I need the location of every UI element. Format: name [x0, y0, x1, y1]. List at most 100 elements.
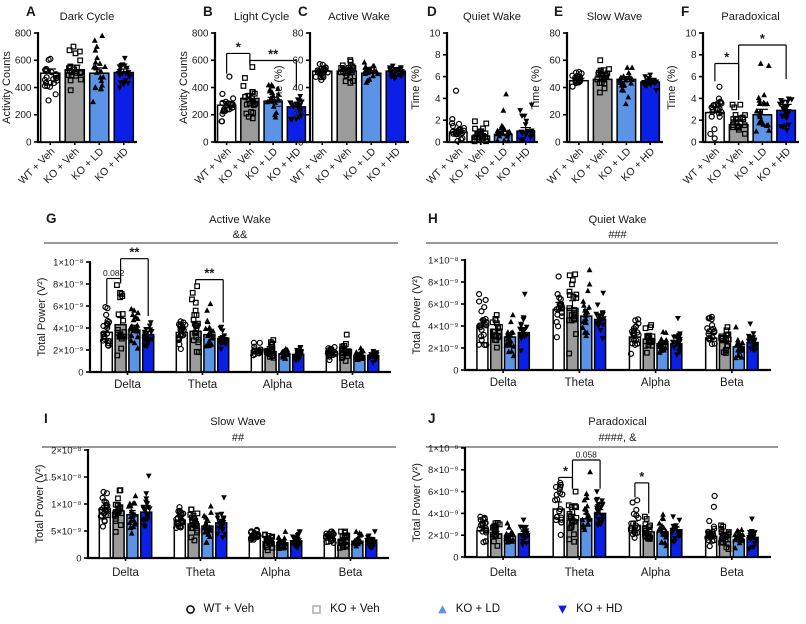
svg-text:6: 6 [435, 72, 441, 83]
panel-annotation: ## [232, 432, 245, 444]
svg-text:1×10⁻⁸: 1×10⁻⁸ [51, 499, 81, 510]
panel-letter: F [681, 4, 689, 19]
scatter-points [476, 468, 759, 553]
y-axis-label: Time (%) [530, 65, 542, 109]
svg-text:200: 200 [15, 110, 32, 121]
svg-text:8×10⁻⁹: 8×10⁻⁹ [428, 277, 458, 288]
svg-text:2: 2 [691, 116, 697, 127]
panel-J: J Paradoxical ####, & 0 2×10⁻⁹ 4×10⁻⁹ 6×10⁻⁹ 8×… [411, 411, 778, 579]
svg-text:400: 400 [192, 83, 209, 94]
scatter-points [312, 57, 406, 86]
panel-letter: B [203, 4, 213, 19]
svg-text:0: 0 [453, 365, 458, 376]
svg-text:*: * [236, 39, 242, 54]
svg-text:0: 0 [691, 137, 697, 148]
svg-text:1×10⁻⁸: 1×10⁻⁸ [428, 255, 458, 266]
svg-text:20: 20 [292, 110, 304, 121]
sig-bracket: 0.058 [571, 449, 601, 489]
panel-letter: I [44, 411, 48, 426]
panel-letter: H [428, 211, 438, 226]
triangle-up-icon [437, 604, 447, 613]
svg-text:Theta: Theta [186, 567, 216, 579]
svg-text:0: 0 [203, 137, 209, 148]
svg-text:2×10⁻⁸: 2×10⁻⁸ [51, 445, 81, 456]
svg-text:Delta: Delta [112, 567, 139, 579]
svg-text:800: 800 [192, 28, 209, 39]
svg-text:**: ** [129, 245, 140, 260]
panel-letter: A [26, 4, 36, 19]
svg-text:*: * [760, 31, 766, 46]
legend-label: KO + HD [576, 603, 623, 615]
svg-text:0: 0 [298, 137, 304, 148]
charts-row-bottom: I Slow Wave ## 0 5×10⁻⁹ 1×10⁻⁸ 1.5×10⁻⁸ 2×10⁻⁸ T… [34, 411, 778, 579]
svg-text:0: 0 [435, 137, 441, 148]
svg-text:8×10⁻⁹: 8×10⁻⁹ [53, 279, 83, 290]
scatter-points [448, 87, 535, 145]
legend-item-wt-veh: WT + Veh [184, 603, 254, 616]
panel-letter: D [427, 4, 437, 19]
legend-item-ko-veh: KO + Veh [310, 603, 380, 616]
svg-text:Theta: Theta [188, 379, 218, 391]
charts-row-middle: G Active Wake && 0 2×10⁻⁹ 4×10⁻⁹ 6×10⁻⁹ 8×10⁻⁹ 1… [36, 211, 778, 391]
svg-text:4: 4 [435, 94, 441, 105]
panel-letter: G [46, 211, 57, 226]
svg-text:80: 80 [292, 28, 304, 39]
panel-title: Slow Wave [210, 416, 266, 428]
panel-G: G Active Wake && 0 2×10⁻⁹ 4×10⁻⁹ 6×10⁻⁹ 8×10⁻⁹ 1… [36, 211, 398, 391]
svg-text:Beta: Beta [341, 379, 365, 391]
svg-text:200: 200 [192, 110, 209, 121]
scatter-points [569, 57, 660, 107]
panel-title: Light Cycle [234, 11, 289, 23]
panel-title: Paradoxical [721, 11, 779, 23]
svg-text:0: 0 [26, 137, 32, 148]
svg-text:1×10⁻⁸: 1×10⁻⁸ [428, 443, 458, 454]
legend-item-ko-ld: KO + LD [436, 603, 500, 616]
svg-text:0: 0 [555, 137, 561, 148]
scatter-points [218, 64, 305, 125]
panel-annotation: ### [608, 229, 627, 241]
svg-text:60: 60 [292, 56, 304, 67]
svg-text:*: * [724, 50, 730, 65]
legend-item-ko-hd: KO + HD [556, 603, 622, 616]
svg-text:8×10⁻⁹: 8×10⁻⁹ [428, 465, 458, 476]
svg-text:800: 800 [15, 28, 32, 39]
legend-label: KO + Veh [330, 603, 380, 615]
svg-text:Beta: Beta [720, 377, 744, 389]
svg-text:6×10⁻⁹: 6×10⁻⁹ [428, 299, 458, 310]
bars [311, 67, 407, 143]
svg-text:6×10⁻⁹: 6×10⁻⁹ [428, 487, 458, 498]
panel-annotation: ####, & [599, 432, 638, 444]
panel-title: Quiet Wake [463, 11, 521, 23]
svg-text:Beta: Beta [720, 567, 744, 579]
panel-title: Quiet Wake [588, 214, 646, 226]
panel-letter: E [554, 4, 563, 19]
y-axis-label: Time (%) [273, 65, 285, 109]
svg-text:Alpha: Alpha [261, 567, 291, 579]
svg-text:10: 10 [685, 28, 697, 39]
svg-text:6×10⁻⁹: 6×10⁻⁹ [53, 301, 83, 312]
sig-bracket: * [738, 31, 787, 100]
sig-bracket: * [714, 50, 740, 100]
scatter-points [707, 60, 795, 142]
svg-text:2×10⁻⁹: 2×10⁻⁹ [428, 531, 458, 542]
svg-text:10: 10 [429, 28, 441, 39]
svg-text:0: 0 [78, 367, 83, 378]
y-axis-label: Total Power (V²) [411, 276, 423, 355]
sig-bracket: ** [249, 47, 297, 89]
panel-annotation: && [233, 229, 248, 241]
sig-bracket: ** [195, 266, 224, 323]
sig-bracket: * [634, 469, 650, 514]
y-axis-label: Total Power (V²) [411, 463, 423, 542]
open-circle-icon [185, 604, 195, 614]
svg-text:0.058: 0.058 [576, 449, 598, 459]
svg-text:80: 80 [549, 28, 561, 39]
svg-text:20: 20 [549, 110, 561, 121]
svg-text:4×10⁻⁹: 4×10⁻⁹ [428, 509, 458, 520]
bars [476, 501, 759, 558]
svg-text:Beta: Beta [339, 567, 363, 579]
panel-title: Dark Cycle [60, 11, 115, 23]
